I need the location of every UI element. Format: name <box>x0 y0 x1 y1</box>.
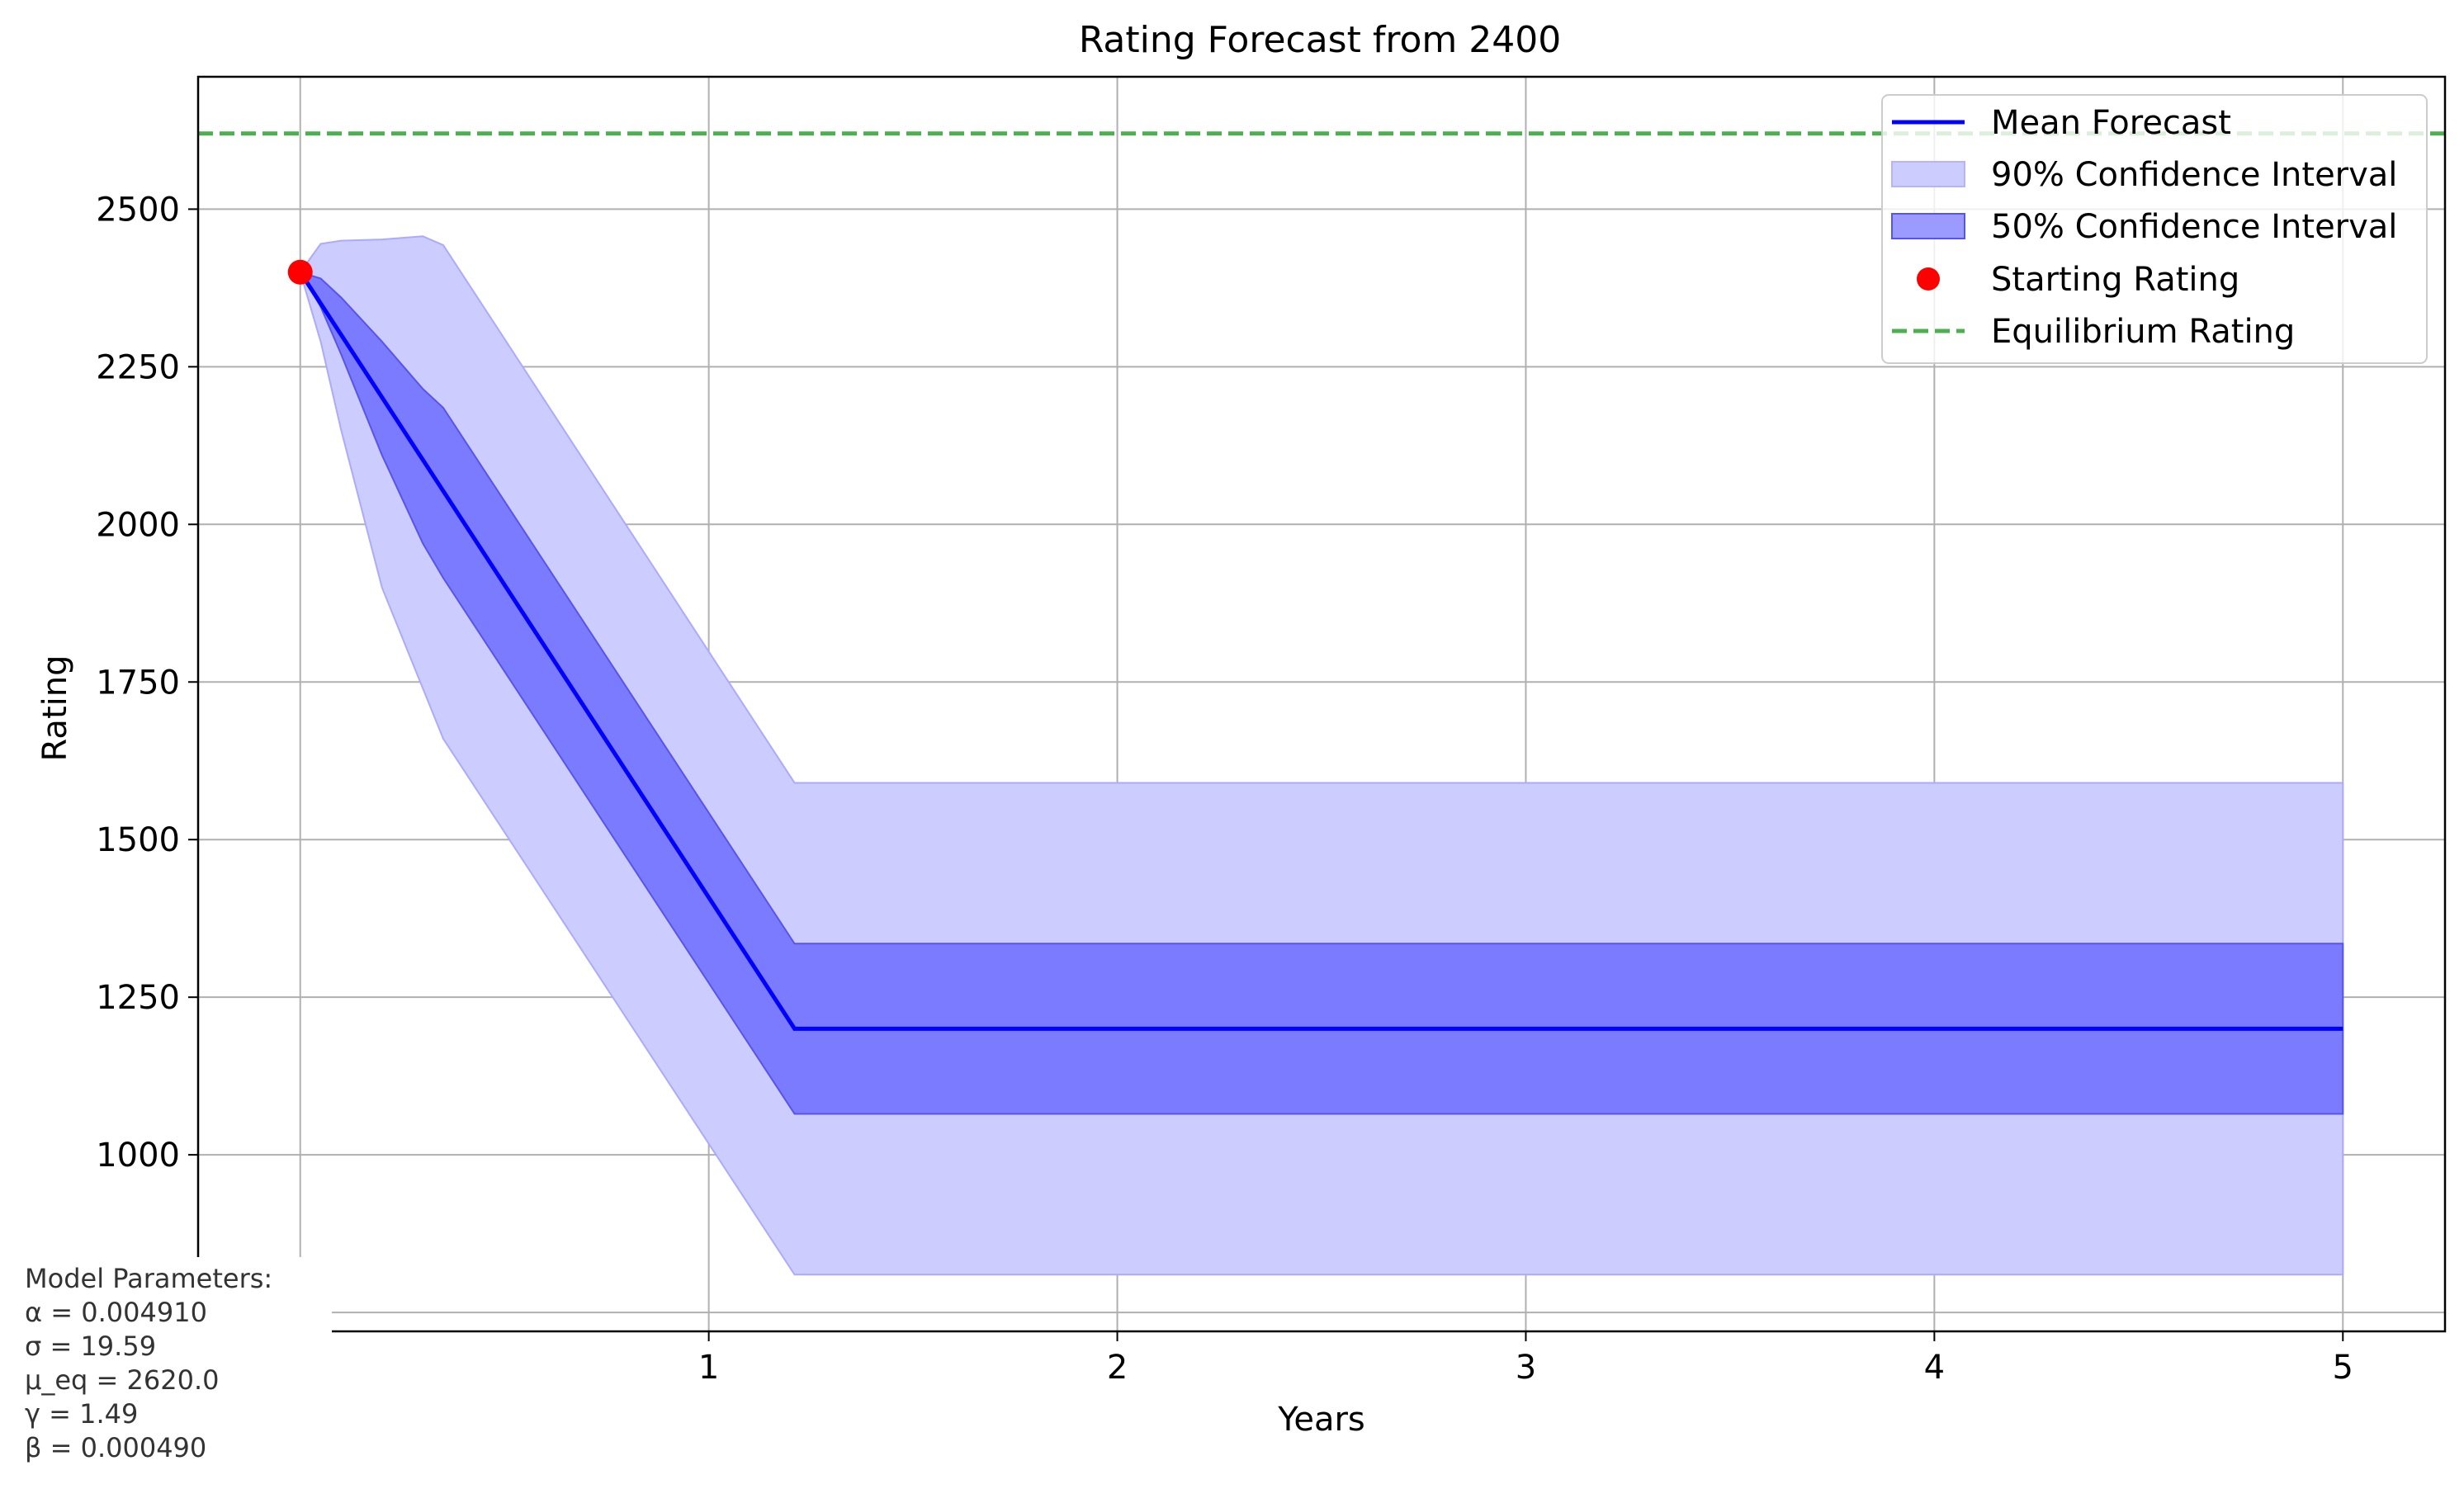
mean-line-layer <box>298 271 2343 1031</box>
param-gamma: γ = 1.49 <box>25 1398 139 1430</box>
y-tick-label: 2250 <box>96 348 180 386</box>
y-axis-label: Rating <box>36 655 74 762</box>
x-tick-label: 5 <box>2333 1349 2353 1387</box>
chart-title: Rating Forecast from 2400 <box>1079 19 1561 61</box>
legend-label-ci90: 90% Confidence Interval <box>1991 156 2397 194</box>
legend-label-start: Starting Rating <box>1991 261 2239 299</box>
x-ticks: 1 2 3 4 5 <box>698 1331 2353 1387</box>
mean-forecast-line <box>298 271 2343 1031</box>
y-tick-label: 1250 <box>96 979 180 1017</box>
y-tick-label: 1750 <box>96 664 180 702</box>
x-tick-label: 3 <box>1516 1349 1536 1387</box>
param-beta: β = 0.000490 <box>25 1432 207 1463</box>
legend: Mean Forecast 90% Confidence Interval 50… <box>1881 94 2428 364</box>
model-parameters-box: Model Parameters: α = 0.004910 σ = 19.59… <box>18 1257 332 1488</box>
y-tick-label: 2000 <box>96 506 180 544</box>
x-tick-label: 4 <box>1924 1349 1945 1387</box>
starting-rating-point <box>287 259 313 285</box>
legend-swatch-start <box>1917 267 1940 291</box>
start-point-layer <box>287 259 313 285</box>
param-sigma: σ = 19.59 <box>25 1331 157 1362</box>
y-tick-label: 1000 <box>96 1137 180 1175</box>
y-ticks: 1000 1250 1500 1750 2000 2250 2500 <box>96 191 198 1175</box>
y-tick-label: 1500 <box>96 821 180 859</box>
legend-swatch-ci50 <box>1891 213 1965 239</box>
legend-label-ci50: 50% Confidence Interval <box>1991 208 2397 246</box>
legend-box <box>1881 94 2428 364</box>
legend-label-equilibrium: Equilibrium Rating <box>1991 313 2295 351</box>
param-alpha: α = 0.004910 <box>25 1297 207 1328</box>
params-heading: Model Parameters: <box>25 1263 273 1294</box>
legend-label-mean: Mean Forecast <box>1991 104 2231 142</box>
x-tick-label: 1 <box>698 1349 719 1387</box>
plot-frame <box>196 75 2447 1333</box>
x-tick-label: 2 <box>1107 1349 1128 1387</box>
legend-swatch-ci90 <box>1891 161 1965 187</box>
x-axis-label: Years <box>1277 1401 1365 1439</box>
param-mu-eq: μ_eq = 2620.0 <box>25 1364 220 1396</box>
y-tick-label: 2500 <box>96 191 180 229</box>
